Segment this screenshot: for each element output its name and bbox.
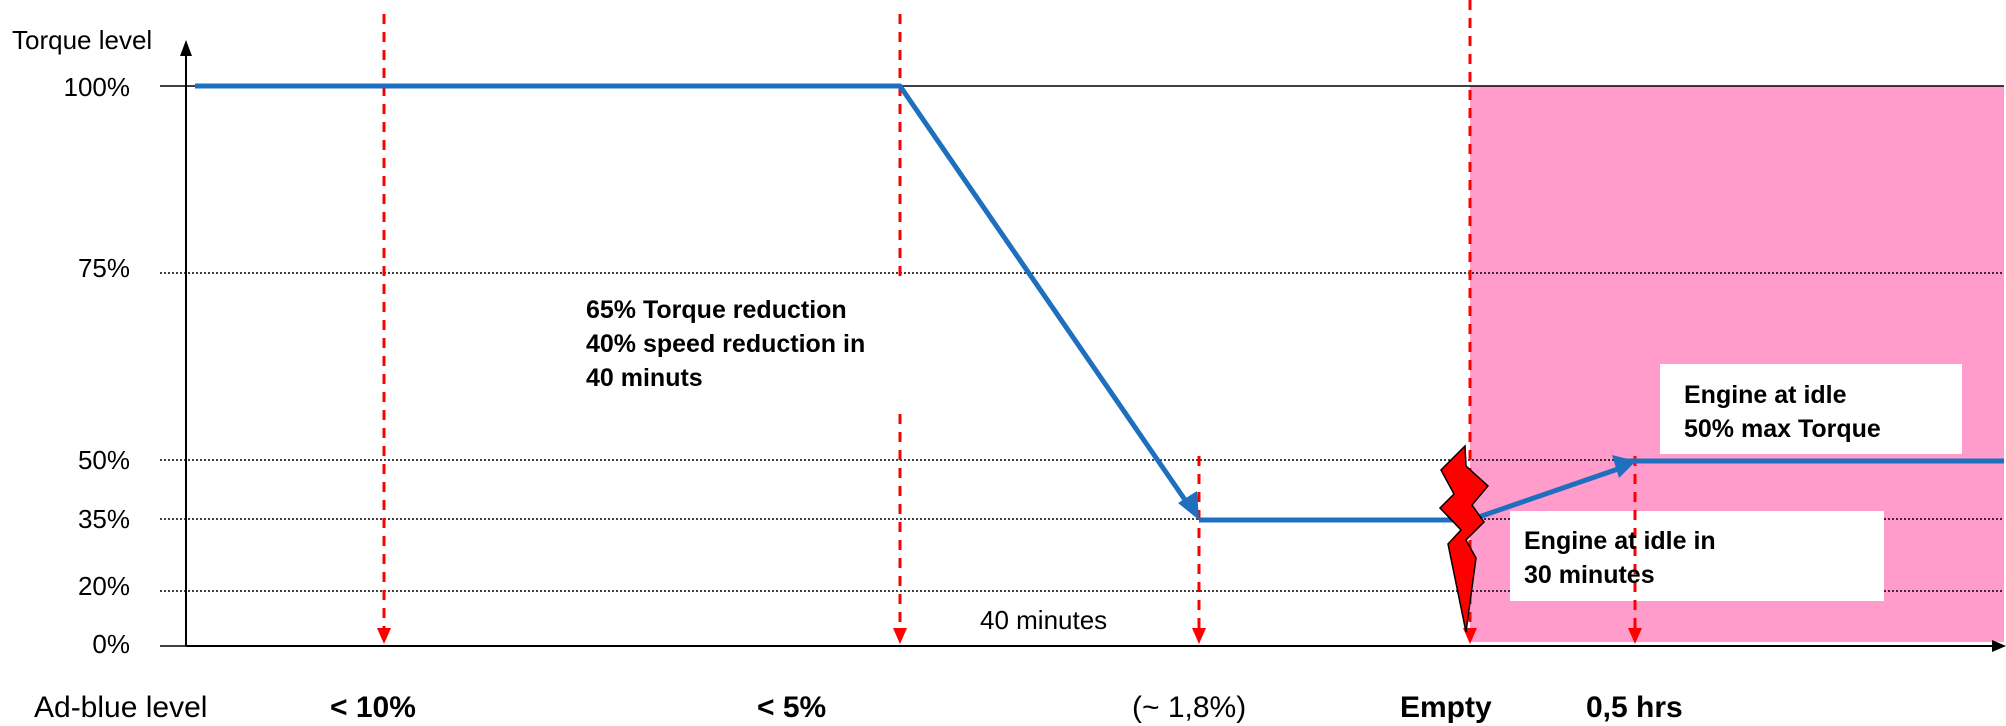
torque-line-segment-1 [195,83,1195,512]
x-category-less-5: < 5% [757,691,826,724]
torque-arrowheads [1178,455,1636,520]
reduction-line-1: 65% Torque reduction [586,296,847,324]
idle-max-line-1: Engine at idle [1684,381,1847,409]
y-tick-100: 100% [64,72,131,102]
reduction-line-2: 40% speed reduction in [586,330,865,358]
y-tick-0: 0% [92,629,130,659]
y-tick-50: 50% [78,445,130,475]
reduction-line-3: 40 minuts [586,364,703,392]
y-tick-75: 75% [78,253,130,283]
x-axis-title: Ad-blue level [34,691,207,724]
marker-less-5-arrowhead [893,628,907,644]
vertical-markers [382,0,1637,630]
x-category-1-8: (~ 1,8%) [1132,691,1246,724]
idle-max-box [1660,364,1962,454]
marker-less-10-arrowhead [377,628,391,644]
torque-arrowhead-drop [1178,491,1199,520]
idle-30-line-2: 30 minutes [1524,561,1655,589]
idle-30-box [1510,511,1884,601]
torque-arrowhead-rise [1612,455,1636,478]
marker-half-hour-arrowhead [1628,628,1642,644]
x-axis-arrowhead [1992,640,2006,652]
duration-label: 40 minutes [980,605,1107,635]
y-tick-20: 20% [78,571,130,601]
x-category-half-hour: 0,5 hrs [1586,691,1683,724]
y-tick-35: 35% [78,504,130,534]
x-category-empty: Empty [1400,691,1492,724]
marker-1-8-arrowhead [1192,628,1206,644]
y-axis-arrowhead [180,40,192,56]
lightning-bolt-icon [1438,444,1490,633]
y-axis-title: Torque level [12,25,152,55]
x-category-less-10: < 10% [330,691,416,724]
idle-max-line-2: 50% max Torque [1684,415,1881,443]
idle-30-line-1: Engine at idle in [1524,527,1716,555]
